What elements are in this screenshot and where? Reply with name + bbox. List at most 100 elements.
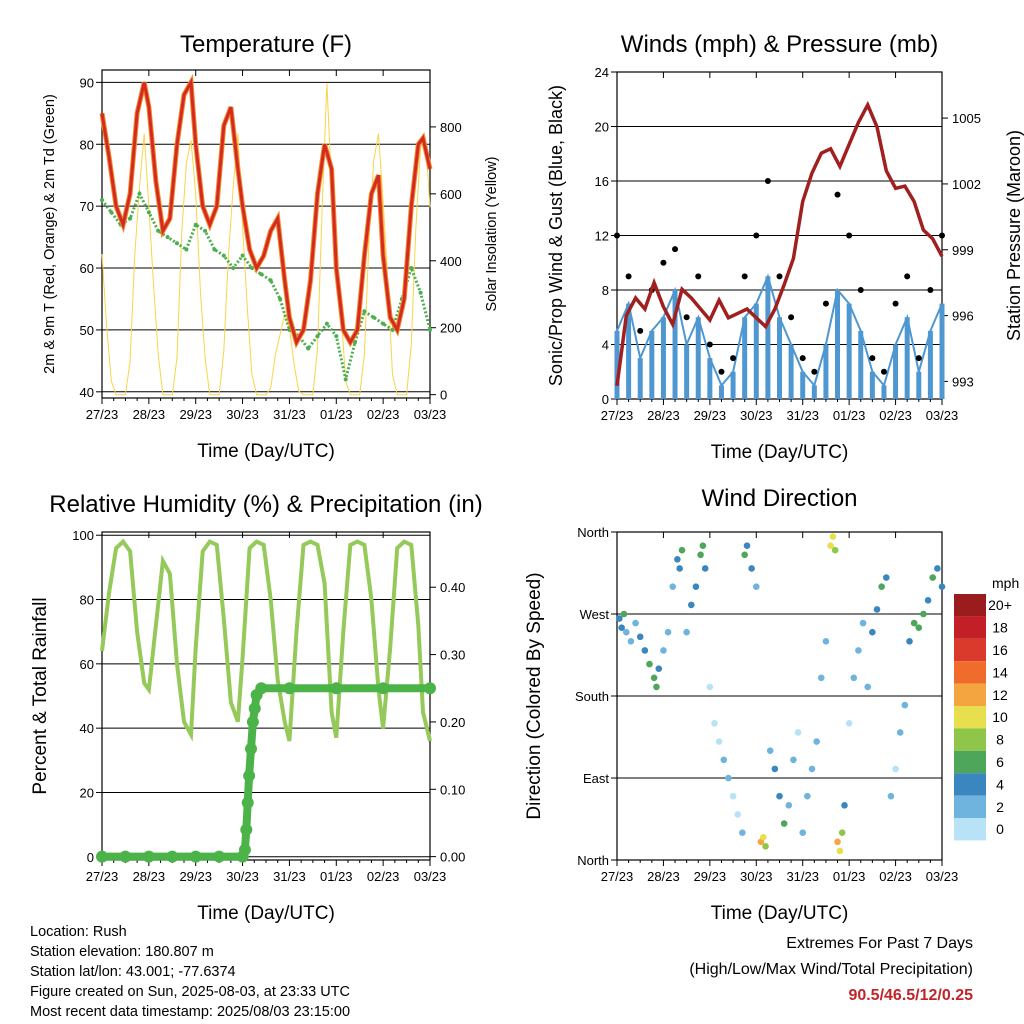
direction-point: [808, 765, 816, 773]
direction-point: [660, 647, 667, 654]
x-tick-label: 03/23: [414, 869, 447, 884]
x-tick-label: 30/23: [226, 407, 259, 422]
y-tick-label: 100: [72, 528, 94, 543]
legend-swatch: [954, 683, 986, 706]
direction-point: [748, 565, 755, 572]
direction-point: [887, 792, 895, 800]
x-tick-label: 27/23: [86, 407, 119, 422]
x-tick-label: 03/23: [926, 869, 959, 884]
y-tick-label: South: [575, 689, 609, 704]
y2-tick-label: 999: [952, 243, 974, 258]
gust-point: [660, 259, 667, 266]
direction-point: [674, 556, 681, 563]
y2-tick-label: 400: [440, 254, 462, 269]
precip-point: [424, 682, 436, 695]
direction-point: [813, 738, 820, 745]
dewpoint-point: [203, 228, 208, 233]
direction-point: [892, 765, 899, 773]
direction-point: [699, 542, 707, 549]
footer-location: Location: Rush: [30, 924, 127, 940]
y-tick-label: 24: [595, 65, 609, 80]
x-tick-label: 31/23: [273, 407, 306, 422]
direction-point: [790, 756, 797, 764]
y2-tick-label: 0.40: [440, 580, 465, 595]
x-axis-label: Time (Day/UTC): [711, 903, 849, 924]
x-tick-label: 27/23: [601, 408, 634, 423]
direction-point: [780, 820, 788, 827]
direction-point: [683, 628, 690, 636]
y-tick-label: 0: [602, 392, 609, 407]
y-tick-label: 4: [602, 338, 609, 353]
precip-point: [142, 850, 155, 863]
gust-point: [695, 273, 702, 280]
dewpoint-point: [109, 210, 114, 215]
x-axis-label: Time (Day/UTC): [197, 903, 335, 924]
precip-point: [255, 682, 268, 695]
gust-point: [811, 368, 818, 375]
chart-title: Winds (mph) & Pressure (mb): [621, 31, 938, 58]
y2-tick-label: 0.30: [440, 648, 465, 663]
precip-point: [96, 850, 108, 863]
direction-point: [636, 633, 644, 641]
dewpoint-point: [428, 327, 432, 332]
x-tick-label: 31/23: [786, 869, 819, 884]
direction-point: [655, 665, 663, 672]
x-tick-label: 01/23: [833, 869, 866, 884]
gust-point: [857, 287, 864, 293]
y-tick-label: 50: [80, 323, 94, 338]
direction-point: [845, 720, 853, 727]
x-tick-label: 28/23: [133, 869, 166, 884]
legend-label: 2: [996, 799, 1004, 815]
gust-point: [672, 246, 679, 253]
extremes-title: Extremes For Past 7 Days: [786, 935, 973, 952]
direction-point: [924, 597, 932, 604]
y-tick-label: 90: [80, 75, 94, 90]
dewpoint-point: [315, 334, 320, 339]
x-tick-label: 29/23: [694, 869, 727, 884]
series-line-solar-insolation: [101, 83, 431, 396]
humidity-precip-panel: Relative Humidity (%) & Precipitation (i…: [30, 491, 483, 924]
dewpoint-point: [381, 321, 386, 326]
direction-point: [711, 720, 718, 727]
direction-point: [817, 674, 825, 682]
direction-point: [622, 628, 630, 636]
gust-point: [741, 273, 748, 280]
direction-point: [720, 756, 728, 764]
precip-point: [377, 682, 390, 695]
direction-point: [873, 606, 881, 613]
legend-swatch: [954, 594, 986, 617]
y2-tick-label: 0.20: [440, 715, 465, 730]
x-tick-label: 02/23: [367, 407, 400, 422]
direction-point: [697, 551, 704, 559]
precip-point: [119, 850, 132, 863]
dewpoint-point: [221, 253, 226, 258]
direction-point: [729, 792, 737, 800]
direction-point: [855, 647, 862, 654]
x-axis-label: Time (Day/UTC): [197, 441, 335, 462]
dewpoint-point: [334, 334, 339, 339]
legend-label: 18: [992, 620, 1008, 636]
dewpoint-point: [231, 266, 236, 271]
legend-swatch: [954, 728, 986, 751]
gust-point: [904, 273, 911, 280]
x-tick-label: 31/23: [786, 408, 819, 423]
x-tick-label: 27/23: [86, 869, 119, 884]
y-axis-label: Direction (Colored By Speed): [524, 572, 545, 819]
direction-point: [669, 583, 677, 590]
y2-tick-label: 200: [440, 321, 462, 336]
x-tick-label: 29/23: [179, 407, 212, 422]
x-tick-label: 02/23: [367, 869, 400, 884]
direction-point: [687, 601, 695, 609]
direction-point: [739, 829, 746, 836]
dewpoint-point: [306, 346, 311, 351]
chart-title: Temperature (F): [180, 31, 352, 58]
legend-label: 16: [992, 642, 1008, 658]
gust-point: [637, 327, 644, 334]
x-tick-label: 29/23: [179, 869, 212, 884]
x-tick-label: 01/23: [320, 869, 353, 884]
gust-point: [880, 368, 887, 375]
x-tick-label: 28/23: [133, 407, 166, 422]
precip-point: [330, 682, 343, 695]
precip-point: [283, 682, 296, 695]
precip-point: [246, 715, 259, 728]
